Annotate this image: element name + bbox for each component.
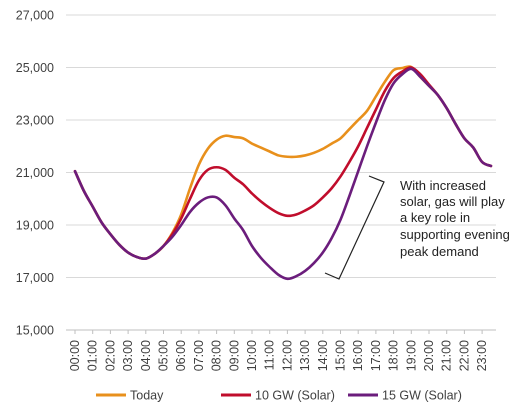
- x-tick-label: 19:00: [404, 340, 418, 371]
- series-lines: [73, 65, 493, 281]
- x-tick-label: 14:00: [316, 340, 330, 371]
- grid: [66, 14, 496, 278]
- y-tick-label: 19,000: [16, 219, 54, 233]
- x-tick-label: 07:00: [192, 340, 206, 371]
- x-tick-label: 09:00: [227, 340, 241, 371]
- x-tick-label: 20:00: [422, 340, 436, 371]
- x-tick-label: 18:00: [387, 340, 401, 371]
- x-tick-label: 12:00: [280, 340, 294, 371]
- x-tick-label: 13:00: [298, 340, 312, 371]
- annotation-line: a key role in: [400, 210, 470, 225]
- annotation-line: supporting evening: [400, 227, 510, 242]
- annotation-text: With increased solar, gas will play a ke…: [400, 178, 513, 259]
- x-tick-label: 04:00: [139, 340, 153, 371]
- y-tick-label: 25,000: [16, 61, 54, 75]
- x-tick-label: 02:00: [103, 340, 117, 371]
- annotation-line: peak demand: [400, 244, 479, 259]
- y-axis-ticks: 15,000 17,000 19,000 21,000 23,000 25,000 27,0…: [16, 9, 54, 338]
- x-tick-label: 05:00: [157, 340, 171, 371]
- x-tick-label: 03:00: [121, 340, 135, 371]
- x-tick-label: 15:00: [334, 340, 348, 371]
- y-tick-label: 15,000: [16, 324, 54, 338]
- legend-label: 15 GW (Solar): [382, 389, 462, 403]
- legend-label: Today: [130, 389, 164, 403]
- y-tick-label: 21,000: [16, 166, 54, 180]
- annotation-line: With increased: [400, 178, 486, 193]
- y-tick-label: 23,000: [16, 114, 54, 128]
- x-tick-label: 21:00: [440, 340, 454, 371]
- x-tick-label: 06:00: [174, 340, 188, 371]
- annotation-line: solar, gas will play: [400, 194, 505, 209]
- y-tick-label: 17,000: [16, 271, 54, 285]
- y-tick-label: 27,000: [16, 9, 54, 23]
- legend-label: 10 GW (Solar): [255, 389, 335, 403]
- annotation-bracket: [324, 175, 385, 280]
- legend: Today 10 GW (Solar) 15 GW (Solar): [96, 389, 462, 403]
- bracket-line: [324, 175, 385, 280]
- x-tick-label: 11:00: [263, 340, 277, 370]
- x-tick-label: 01:00: [86, 340, 100, 371]
- x-tick-label: 08:00: [210, 340, 224, 371]
- x-tick-label: 23:00: [475, 340, 489, 371]
- x-tick-label: 22:00: [457, 340, 471, 371]
- x-tick-label: 10:00: [245, 340, 259, 371]
- x-axis-ticks: 00:00 01:00 02:00 03:00 04:00 05:00 06:00 07:00…: [68, 330, 489, 371]
- x-tick-label: 00:00: [68, 340, 82, 371]
- x-tick-label: 17:00: [369, 340, 383, 371]
- series-line-2: [73, 67, 493, 281]
- x-tick-label: 16:00: [351, 340, 365, 371]
